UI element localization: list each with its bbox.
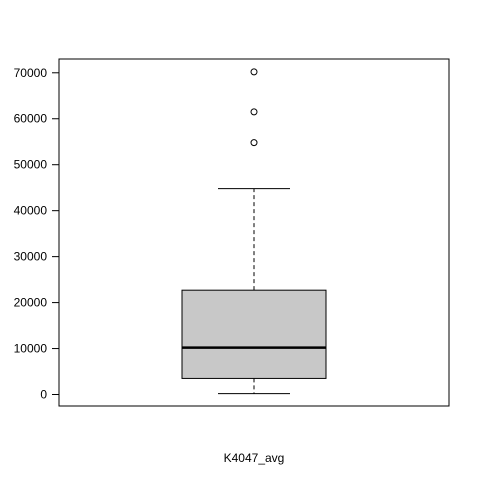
y-tick-label: 60000 xyxy=(14,112,48,126)
box-group xyxy=(181,188,327,395)
outlier-group xyxy=(250,68,258,147)
y-tick-label: 50000 xyxy=(14,158,48,172)
x-axis-label: K4047_avg xyxy=(224,451,285,465)
y-axis: 0 10000 20000 30000 40000 50000 60000 70000 xyxy=(14,66,59,402)
y-tick-label: 70000 xyxy=(14,66,48,80)
outlier-point xyxy=(250,108,258,116)
y-tick-label: 10000 xyxy=(14,342,48,356)
y-tick-label: 40000 xyxy=(14,204,48,218)
iqr-box xyxy=(181,289,327,379)
y-tick-label: 30000 xyxy=(14,250,48,264)
y-tick-label: 0 xyxy=(40,388,47,402)
plot-frame xyxy=(58,58,450,407)
outlier-point xyxy=(250,68,258,76)
outlier-point xyxy=(250,139,258,147)
y-tick-label: 20000 xyxy=(14,296,48,310)
